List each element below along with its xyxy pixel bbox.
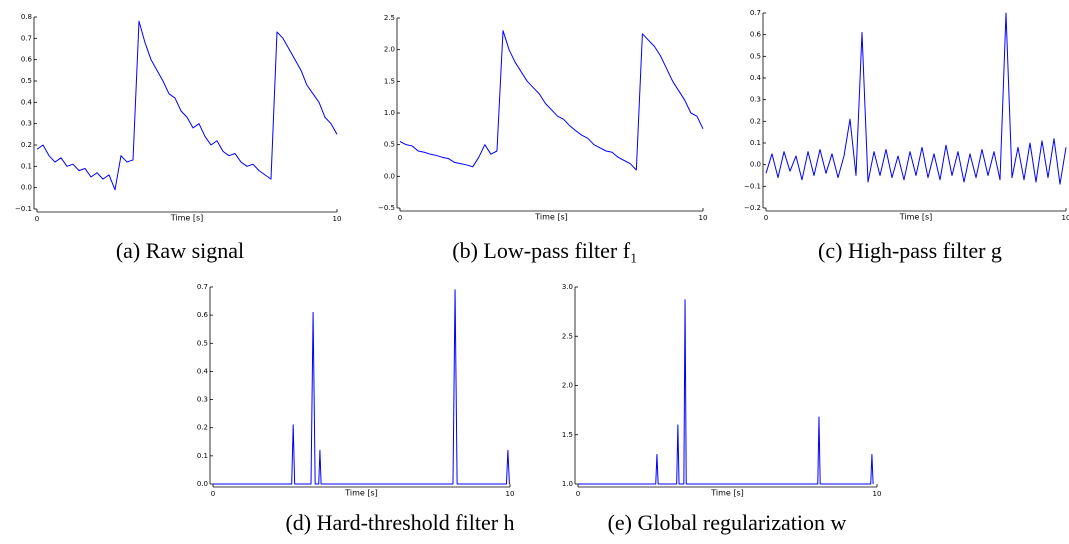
y-tick-label: 0.0 xyxy=(750,161,761,169)
y-tick-label: 0.4 xyxy=(21,98,33,106)
x-axis-label: Time [s] xyxy=(344,489,378,498)
y-tick-label: 1.0 xyxy=(562,480,573,488)
x-tick-label: 0 xyxy=(764,214,768,222)
y-tick-label: 2.5 xyxy=(562,332,573,340)
x-axis-label: Time [s] xyxy=(899,213,933,222)
y-tick-label: 2.0 xyxy=(384,46,395,54)
x-tick-label: 10 xyxy=(333,215,342,223)
y-tick-label: 0.2 xyxy=(197,424,208,432)
y-tick-label: 0.4 xyxy=(197,367,209,375)
y-tick-label: −0.2 xyxy=(744,204,761,212)
y-tick-label: 0.5 xyxy=(384,141,395,149)
panel-caption: (c) High-pass filter g xyxy=(818,238,1002,263)
signal-line xyxy=(765,12,1067,185)
x-axis-label: Time [s] xyxy=(534,213,568,222)
x-tick-label: 10 xyxy=(1062,214,1069,222)
y-tick-label: 0.3 xyxy=(21,120,32,128)
y-tick-label: 1.5 xyxy=(562,431,573,439)
y-tick-label: 0.6 xyxy=(197,311,209,319)
y-tick-label: −0.1 xyxy=(15,205,32,213)
y-tick-label: 0.5 xyxy=(21,77,32,85)
y-tick-label: 0.7 xyxy=(750,9,761,17)
y-tick-label: 0.7 xyxy=(197,283,208,291)
panel-caption: (b) Low-pass filter f₁ xyxy=(452,238,637,263)
y-tick-label: 0.0 xyxy=(21,184,32,192)
y-tick-label: 0.3 xyxy=(750,96,761,104)
signal-line xyxy=(578,299,874,485)
y-tick-label: 0.1 xyxy=(21,162,32,170)
x-tick-label: 10 xyxy=(873,490,882,498)
signal-line xyxy=(36,20,338,191)
x-axis-label: Time [s] xyxy=(710,489,744,498)
panel-caption: (d) Hard-threshold filter h xyxy=(285,510,514,535)
y-tick-label: 0.8 xyxy=(21,13,32,21)
x-tick-label: 10 xyxy=(699,214,708,222)
panel-caption: (e) Global regularization w xyxy=(608,510,847,535)
y-tick-label: 0.3 xyxy=(197,396,208,404)
x-tick-label: 0 xyxy=(35,215,39,223)
y-tick-label: 0.6 xyxy=(750,31,762,39)
x-axis-label: Time [s] xyxy=(170,214,204,223)
y-tick-label: −0.5 xyxy=(378,204,395,212)
y-tick-label: 0.7 xyxy=(21,34,32,42)
signal-line xyxy=(399,30,704,171)
x-tick-label: 10 xyxy=(506,490,515,498)
y-tick-label: 1.5 xyxy=(384,77,395,85)
y-tick-label: −0.1 xyxy=(744,182,761,190)
y-tick-label: 0.0 xyxy=(384,172,395,180)
x-tick-label: 0 xyxy=(211,490,215,498)
y-tick-label: 0.2 xyxy=(750,117,761,125)
y-tick-label: 0.1 xyxy=(197,452,208,460)
y-tick-label: 0.1 xyxy=(750,139,761,147)
panel-caption: (a) Raw signal xyxy=(116,238,244,263)
x-tick-label: 0 xyxy=(576,490,580,498)
y-tick-label: 0.2 xyxy=(21,141,32,149)
y-tick-label: 0.4 xyxy=(750,74,762,82)
y-tick-label: 2.0 xyxy=(562,382,573,390)
y-tick-label: 0.0 xyxy=(197,480,208,488)
x-tick-label: 0 xyxy=(398,214,402,222)
y-tick-label: 0.6 xyxy=(21,56,33,64)
y-tick-label: 1.0 xyxy=(384,109,395,117)
y-tick-label: 2.5 xyxy=(384,14,395,22)
signal-line xyxy=(213,289,510,485)
y-tick-label: 0.5 xyxy=(197,339,208,347)
y-tick-label: 0.5 xyxy=(750,52,761,60)
y-tick-label: 3.0 xyxy=(562,283,573,291)
